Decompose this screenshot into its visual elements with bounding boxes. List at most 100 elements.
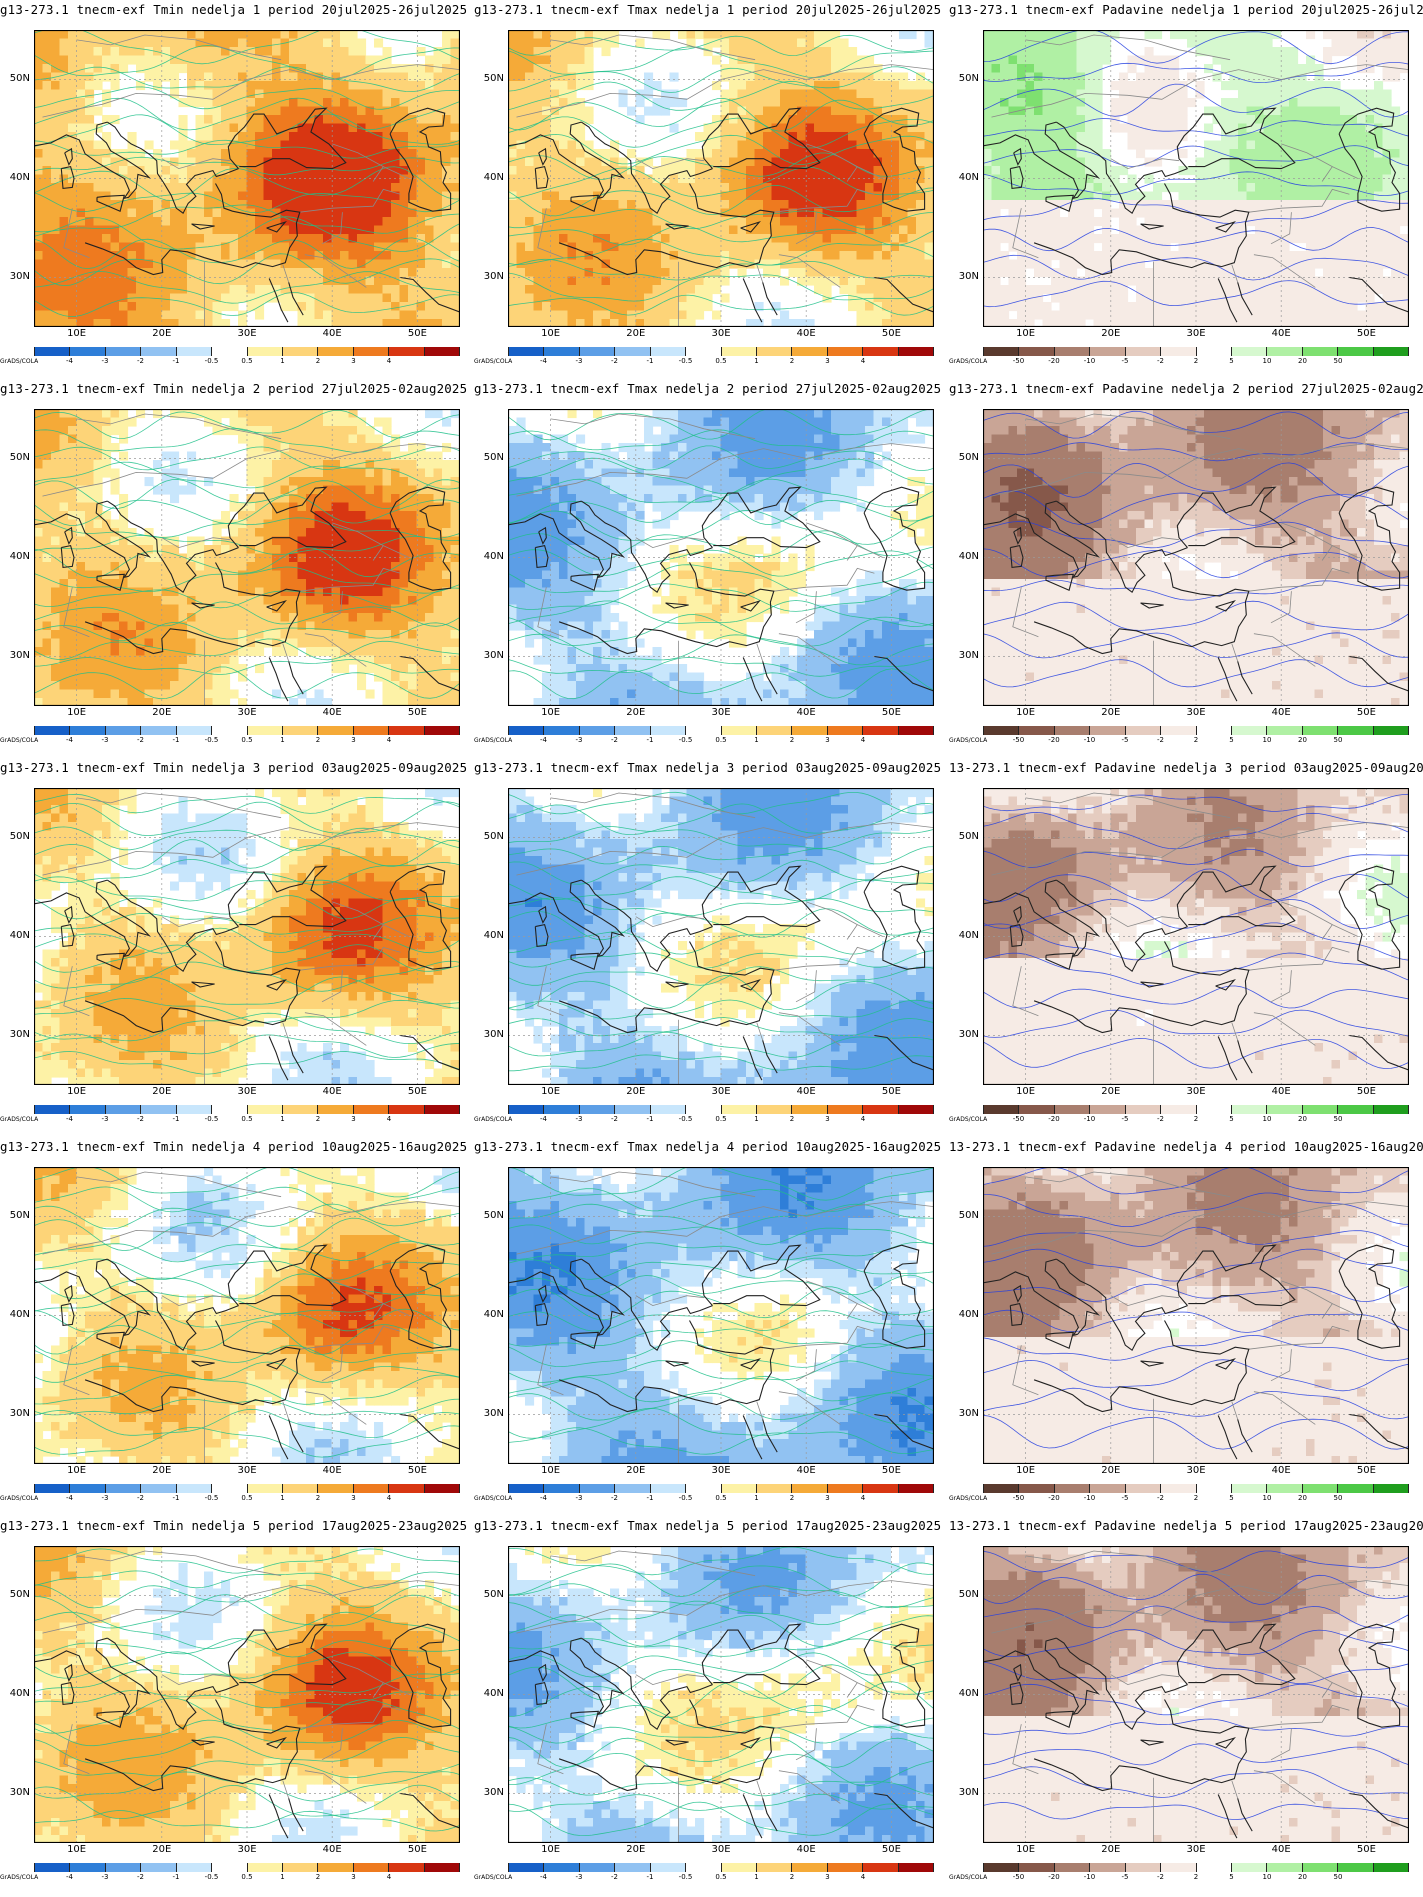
legend-label: -10	[1084, 357, 1095, 365]
longitude-label: 40E	[797, 707, 816, 718]
latitude-label: 50N	[10, 1210, 30, 1221]
color-legend-bar	[34, 726, 460, 735]
legend-swatch	[212, 1484, 247, 1493]
longitude-label: 30E	[711, 1465, 730, 1476]
longitude-label: 10E	[1016, 1086, 1035, 1097]
legend-label: -10	[1084, 736, 1095, 744]
legend-swatch	[686, 726, 721, 735]
map-panel: g13-273.1 tnecm-exf Tmax nedelja 5 perio…	[474, 1518, 948, 1897]
longitude-label: 40E	[1272, 1465, 1291, 1476]
legend-swatch	[899, 1105, 934, 1114]
legend-swatch	[34, 347, 70, 356]
longitude-label: 40E	[323, 328, 342, 339]
color-legend-bar	[34, 1484, 460, 1493]
legend-label: 2	[316, 1115, 320, 1123]
legend-swatch	[1232, 1105, 1267, 1114]
legend-swatch	[722, 347, 757, 356]
anomaly-field	[34, 409, 460, 706]
longitude-label: 40E	[1272, 328, 1291, 339]
longitude-label: 10E	[541, 1465, 560, 1476]
map-panel: g13-273.1 tnecm-exf Tmin nedelja 5 perio…	[0, 1518, 474, 1897]
map-panel: g13-273.1 tnecm-exf Tmin nedelja 2 perio…	[0, 381, 474, 760]
panel-title: g13-273.1 tnecm-exf Tmin nedelja 4 perio…	[0, 1139, 474, 1161]
longitude-label: 30E	[237, 1844, 256, 1855]
legend-label: 2	[790, 357, 794, 365]
legend-label: 2	[316, 736, 320, 744]
longitude-label: 10E	[67, 1465, 86, 1476]
legend-swatch	[863, 347, 898, 356]
legend-label: -0.5	[205, 1115, 219, 1123]
map-panel: g13-273.1 tnecm-exf Padavine nedelja 1 p…	[949, 2, 1423, 381]
longitude-label: 50E	[1357, 328, 1376, 339]
legend-swatch	[1019, 726, 1054, 735]
legend-label: -5	[1122, 1494, 1129, 1502]
legend-swatch	[1161, 1105, 1196, 1114]
map-panel: g13-273.1 tnecm-exf Tmin nedelja 3 perio…	[0, 760, 474, 1139]
longitude-label: 20E	[152, 1844, 171, 1855]
legend-swatch	[899, 726, 934, 735]
legend-swatch	[544, 347, 579, 356]
legend-label: -50	[1013, 1494, 1024, 1502]
anomaly-field	[983, 788, 1409, 1085]
legend-swatch	[354, 1863, 389, 1872]
legend-swatch	[70, 1105, 105, 1114]
legend-swatch	[651, 1484, 686, 1493]
legend-label: 50	[1334, 1494, 1343, 1502]
anomaly-field	[508, 1546, 934, 1843]
legend-label: 10	[1263, 1873, 1272, 1881]
legend-label: 2	[316, 1494, 320, 1502]
legend-label: 1	[754, 736, 758, 744]
legend-label: -50	[1013, 1873, 1024, 1881]
grads-credit: GrADS/COLA	[474, 358, 512, 365]
longitude-label: 40E	[797, 328, 816, 339]
color-legend-bar	[983, 347, 1409, 356]
legend-swatch	[106, 1863, 141, 1872]
legend-label: -2	[1157, 736, 1164, 744]
longitude-label: 10E	[67, 328, 86, 339]
panel-title: 13-273.1 tnecm-exf Padavine nedelja 5 pe…	[949, 1518, 1423, 1540]
legend-swatch	[651, 347, 686, 356]
map-panel: g13-273.1 tnecm-exf Tmax nedelja 3 perio…	[474, 760, 948, 1139]
longitude-label: 50E	[408, 1465, 427, 1476]
legend-label: -20	[1048, 1115, 1059, 1123]
longitude-label: 30E	[1186, 1844, 1205, 1855]
legend-swatch	[1197, 347, 1232, 356]
legend-swatch	[757, 1105, 792, 1114]
legend-swatch	[248, 726, 283, 735]
legend-label: 20	[1298, 357, 1307, 365]
legend-swatch	[1161, 347, 1196, 356]
legend-label: 3	[825, 736, 829, 744]
latitude-label: 50N	[484, 452, 504, 463]
legend-label: -2	[611, 1494, 618, 1502]
legend-label: -2	[1157, 357, 1164, 365]
legend-label: 5	[1229, 357, 1233, 365]
legend-swatch	[248, 1105, 283, 1114]
latitude-label: 30N	[10, 1408, 30, 1419]
legend-swatch	[212, 726, 247, 735]
anomaly-field	[983, 409, 1409, 706]
latitude-label: 40N	[484, 1309, 504, 1320]
longitude-label: 10E	[541, 328, 560, 339]
panel-title: g13-273.1 tnecm-exf Tmin nedelja 2 perio…	[0, 381, 474, 403]
legend-swatch	[1267, 726, 1302, 735]
grads-credit: GrADS/COLA	[0, 1116, 38, 1123]
legend-swatch	[1338, 1484, 1373, 1493]
legend-swatch	[106, 726, 141, 735]
legend-label: 0.5	[241, 736, 252, 744]
longitude-label: 20E	[152, 1465, 171, 1476]
legend-label: 5	[1229, 736, 1233, 744]
legend-swatch	[863, 1484, 898, 1493]
longitude-label: 10E	[541, 707, 560, 718]
legend-label: 20	[1298, 736, 1307, 744]
legend-label: -5	[1122, 736, 1129, 744]
longitude-label: 30E	[1186, 707, 1205, 718]
longitude-label: 40E	[797, 1844, 816, 1855]
anomaly-map	[34, 788, 460, 1085]
